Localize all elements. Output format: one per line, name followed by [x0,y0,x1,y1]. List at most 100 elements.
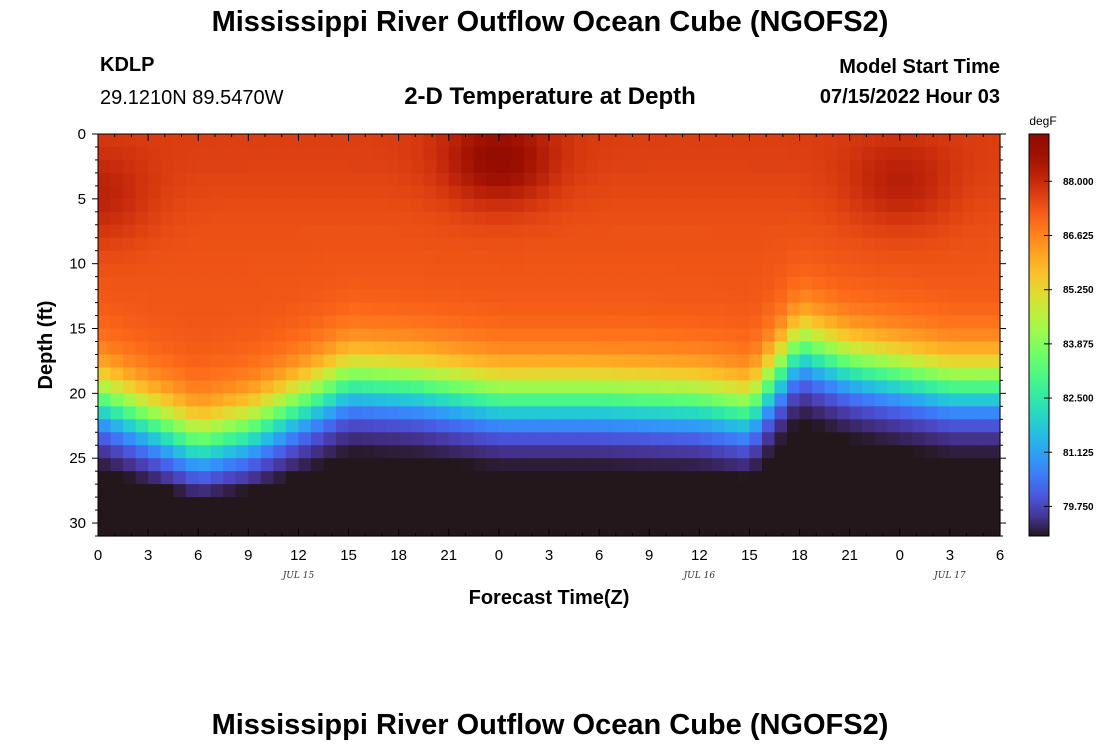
heatmap-cell [949,419,964,433]
heatmap-cell [323,237,337,252]
heatmap-cell [273,497,287,511]
heatmap-cell [799,276,813,291]
heatmap-cell [123,276,137,291]
heatmap-cell [711,523,725,537]
heatmap-cell [461,276,475,291]
heatmap-cell [436,354,450,369]
heatmap-cell [636,419,650,433]
heatmap-cell [661,510,675,524]
heatmap-cell [649,510,663,524]
heatmap-cell [549,146,563,161]
heatmap-cell [949,341,964,356]
heatmap-cell [536,523,550,537]
heatmap-cell [887,393,901,407]
heatmap-cell [386,380,400,394]
heatmap-cell [624,523,638,537]
heatmap-cell [974,289,989,304]
heatmap-cell [260,315,274,330]
heatmap-cell [987,134,1001,148]
heatmap-cell [523,328,538,343]
heatmap-cell [561,419,575,433]
heatmap-cell [874,263,888,278]
heatmap-cell [586,134,600,148]
heatmap-cell [699,159,713,174]
heatmap-cell [423,393,437,407]
heatmap-cell [924,315,938,330]
heatmap-cell [761,198,776,213]
heatmap-cell [473,510,487,524]
heatmap-cell [924,159,938,174]
heatmap-cell [235,380,249,394]
heatmap-cell [912,406,926,420]
heatmap-cell [686,276,700,291]
heatmap-cell [574,302,588,317]
heatmap-cell [574,497,588,511]
heatmap-cell [185,484,199,498]
heatmap-cell [962,354,976,369]
heatmap-cell [148,432,162,446]
heatmap-cell [899,354,913,369]
heatmap-cell [824,328,838,343]
heatmap-cell [511,380,525,394]
heatmap-cell [962,224,976,239]
heatmap-cell [361,406,375,420]
heatmap-cell [724,315,738,330]
heatmap-cell [574,315,588,330]
heatmap-cell [937,263,951,278]
heatmap-cell [749,341,763,356]
heatmap-cell [599,510,613,524]
heatmap-cell [987,445,1001,459]
heatmap-cell [260,393,274,407]
heatmap-cell [110,159,124,174]
heatmap-cell [974,471,989,485]
heatmap-cell [486,146,500,161]
heatmap-cell [123,484,137,498]
heatmap-cell [599,484,613,498]
heatmap-cell [223,445,237,459]
heatmap-cell [862,198,876,213]
heatmap-cell [210,315,224,330]
heatmap-cell [223,211,237,226]
heatmap-cell [486,380,500,394]
heatmap-cell [523,484,538,498]
heatmap-cell [511,406,525,420]
heatmap-cell [160,393,174,407]
heatmap-cell [599,172,613,187]
heatmap-cell [974,185,989,200]
y-tick-label: 25 [69,450,86,467]
heatmap-cell [736,198,751,213]
heatmap-cell [924,471,938,485]
heatmap-cell [787,276,801,291]
heatmap-cell [135,523,149,537]
heatmap-cell [974,419,989,433]
heatmap-cell [887,406,901,420]
heatmap-cell [624,172,638,187]
heatmap-cell [937,445,951,459]
heatmap-cell [636,302,650,317]
heatmap-cell [699,250,713,265]
heatmap-cell [561,159,575,174]
heatmap-cell [636,159,650,174]
heatmap-cell [624,302,638,317]
heatmap-cell [273,367,287,381]
heatmap-cell [912,341,926,356]
heatmap-cell [661,458,675,472]
heatmap-cell [661,289,675,304]
heatmap-cell [173,445,187,459]
heatmap-cell [711,159,725,174]
heatmap-cell [887,198,901,213]
heatmap-cell [586,250,600,265]
heatmap-cell [937,146,951,161]
heatmap-cell [837,458,851,472]
heatmap-cell [398,172,412,187]
heatmap-cell [361,185,375,200]
heatmap-cell [498,159,513,174]
heatmap-cell [285,302,300,317]
heatmap-cell [699,276,713,291]
heatmap-cell [599,380,613,394]
heatmap-cell [373,432,387,446]
heatmap-cell [837,185,851,200]
heatmap-cell [473,198,487,213]
heatmap-cell [749,211,763,226]
heatmap-cell [198,341,212,356]
